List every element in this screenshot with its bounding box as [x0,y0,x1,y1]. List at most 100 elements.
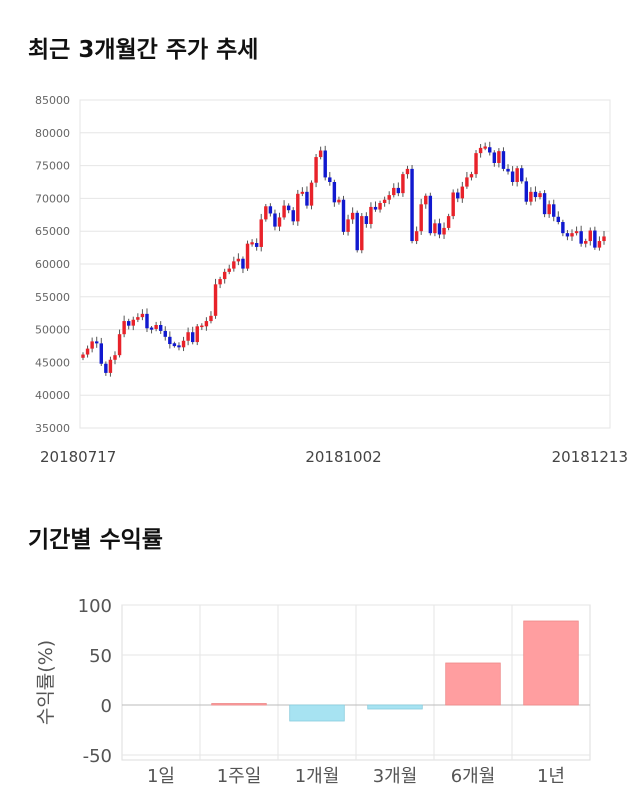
y-tick-label: 85000 [35,94,70,107]
candle-body [419,204,423,232]
candle-body [296,193,300,222]
y-tick-label: 0 [101,696,112,717]
return-by-period-title: 기간별 수익률 [28,527,163,553]
y-tick-label: 55000 [35,291,70,304]
candle-body [552,204,556,217]
candle-body [396,187,401,194]
y-tick-label: 75000 [35,160,70,173]
candle-body [245,243,250,269]
x-tick-label: 20180717 [40,448,116,466]
candle-body [382,199,387,203]
y-tick-label: 100 [78,596,112,617]
candle-body [222,271,227,280]
candle-body [113,355,117,360]
candle-body [108,359,113,373]
candle-body [282,205,286,218]
candle-body [277,217,282,227]
candle-body [378,202,382,210]
candle-body [538,193,542,198]
candle-body [350,212,355,220]
candle-body [529,191,533,202]
candle-body [172,343,177,347]
candle-body [250,242,254,245]
candle-body [323,150,327,178]
candle-body [373,206,378,210]
candle-body [561,222,565,234]
candle-body [328,177,332,182]
candle-body [510,171,515,182]
candle-body [369,206,373,224]
x-tick-label: 1년 [537,766,565,787]
price-trend-title: 최근 3개월간 주가 추세 [28,37,259,63]
candle-body [154,325,158,329]
x-tick-label: 1일 [147,766,175,787]
candle-body [497,151,501,163]
candle-body [218,279,222,285]
y-tick-label: 40000 [35,389,70,402]
candle-body [442,227,446,235]
candle-body [332,182,337,203]
y-tick-label: 60000 [35,258,70,271]
candle-body [428,195,433,234]
candle-body [410,168,414,242]
candle-body [579,231,583,244]
candle-body [209,315,213,322]
candle-body [437,223,442,235]
candle-body [99,343,103,364]
candle-body [309,182,314,206]
candle-body [488,147,492,153]
candle-body [597,241,602,248]
candle-body [85,348,90,355]
candle-body [163,330,167,337]
candle-body [469,174,474,178]
candle-body [602,236,606,242]
candle-body [126,321,131,326]
candle-body [158,325,163,331]
y-tick-label: 50000 [35,324,70,337]
candle-body [273,213,277,227]
gain-bar [211,703,267,706]
y-tick-label: -50 [83,746,112,767]
x-tick-label: 1주일 [217,766,262,787]
candle-body [232,261,236,269]
candle-body [236,258,241,262]
candle-body [318,150,323,158]
candle-body [433,223,437,234]
candle-body [136,317,140,320]
candle-body [122,321,126,335]
candle-body [478,147,483,154]
candle-body [90,341,94,349]
candle-body [241,258,245,269]
candle-body [483,146,487,149]
candle-body [593,230,597,248]
candle-body [259,219,263,247]
candle-body [556,216,561,223]
candle-body [300,191,305,194]
candle-body [140,313,145,318]
candle-body [533,191,538,198]
gain-bar [445,662,501,706]
candle-body [387,195,391,200]
candle-body [81,354,85,358]
candle-body [149,327,154,330]
price-candlestick-chart: 35000 40000 45000 50000 55000 60000 65000 70000… [35,94,628,466]
candle-body [186,332,190,341]
x-tick-label: 6개월 [451,766,496,787]
candle-body [520,168,524,182]
candle-body [401,174,405,194]
gain-bar [523,620,579,706]
x-tick-label: 1개월 [295,766,340,787]
candle-body [446,216,451,228]
candle-body [584,241,588,244]
candle-body [195,326,199,343]
y-tick-label: 50 [89,646,112,667]
candle-body [145,313,149,329]
candle-body [392,187,396,196]
x-tick-label: 3개월 [373,766,418,787]
x-tick-label: 20181213 [552,448,628,466]
candle-body [200,325,204,328]
loss-bar [289,704,345,722]
candle-body [341,199,346,232]
candle-body [460,186,465,199]
